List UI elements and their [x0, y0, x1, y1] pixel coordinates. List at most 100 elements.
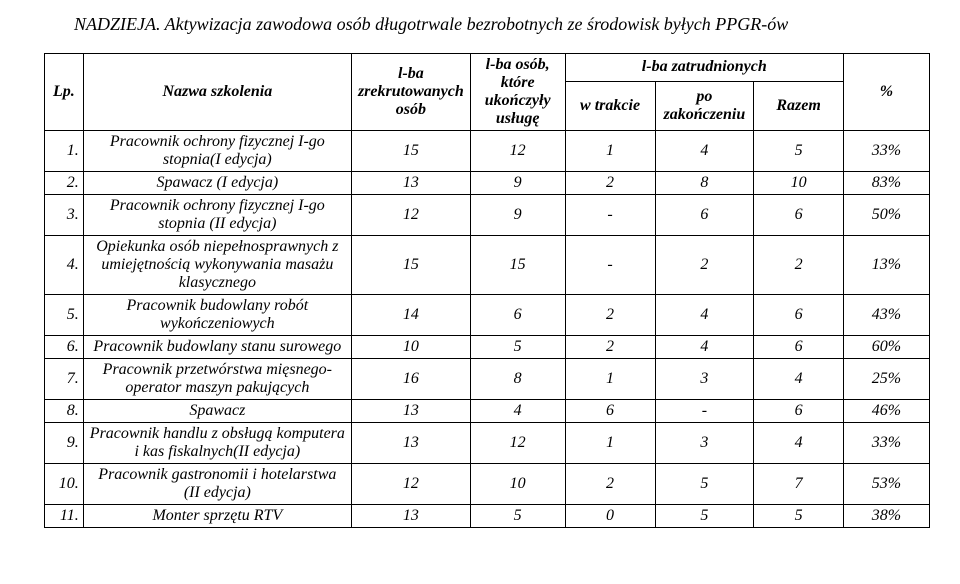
cell-percent: 83% — [843, 172, 929, 195]
cell-during: 1 — [565, 131, 655, 172]
cell-name: Pracownik ochrony fizycznej I-go stopnia… — [83, 195, 351, 236]
table-row: 4.Opiekunka osób niepełnosprawnych z umi… — [45, 236, 930, 295]
cell-lp: 4. — [45, 236, 84, 295]
cell-total: 6 — [754, 400, 844, 423]
cell-during: 2 — [565, 464, 655, 505]
training-table: Lp. Nazwa szkolenia l-ba zrekrutowanych … — [44, 53, 930, 528]
cell-percent: 25% — [843, 359, 929, 400]
cell-name: Pracownik przetwórstwa mięsnego- operato… — [83, 359, 351, 400]
cell-percent: 13% — [843, 236, 929, 295]
header-recruited: l-ba zrekrutowanych osób — [351, 54, 470, 131]
cell-name: Monter sprzętu RTV — [83, 505, 351, 528]
cell-percent: 46% — [843, 400, 929, 423]
cell-total: 4 — [754, 423, 844, 464]
cell-total: 7 — [754, 464, 844, 505]
cell-during: - — [565, 195, 655, 236]
cell-total: 6 — [754, 336, 844, 359]
cell-recruited: 13 — [351, 423, 470, 464]
cell-after: 3 — [655, 423, 754, 464]
cell-name: Opiekunka osób niepełnosprawnych z umiej… — [83, 236, 351, 295]
cell-completed: 5 — [470, 505, 565, 528]
cell-completed: 5 — [470, 336, 565, 359]
cell-percent: 33% — [843, 423, 929, 464]
cell-during: 2 — [565, 336, 655, 359]
table-row: 5.Pracownik budowlany robót wykończeniow… — [45, 295, 930, 336]
header-after: po zakończeniu — [655, 81, 754, 130]
cell-after: 5 — [655, 505, 754, 528]
cell-recruited: 16 — [351, 359, 470, 400]
header-percent: % — [843, 54, 929, 131]
cell-completed: 12 — [470, 131, 565, 172]
cell-recruited: 13 — [351, 505, 470, 528]
cell-recruited: 13 — [351, 400, 470, 423]
cell-during: 1 — [565, 359, 655, 400]
cell-completed: 12 — [470, 423, 565, 464]
cell-during: - — [565, 236, 655, 295]
cell-recruited: 15 — [351, 236, 470, 295]
cell-after: 8 — [655, 172, 754, 195]
table-row: 10.Pracownik gastronomii i hotelarstwa (… — [45, 464, 930, 505]
cell-total: 6 — [754, 295, 844, 336]
table-row: 2.Spawacz (I edycja)139281083% — [45, 172, 930, 195]
cell-recruited: 13 — [351, 172, 470, 195]
cell-percent: 33% — [843, 131, 929, 172]
cell-after: 5 — [655, 464, 754, 505]
cell-recruited: 15 — [351, 131, 470, 172]
cell-lp: 9. — [45, 423, 84, 464]
header-lp: Lp. — [45, 54, 84, 131]
cell-during: 2 — [565, 172, 655, 195]
cell-name: Pracownik budowlany robót wykończeniowyc… — [83, 295, 351, 336]
table-row: 1.Pracownik ochrony fizycznej I-go stopn… — [45, 131, 930, 172]
cell-name: Pracownik handlu z obsługą komputera i k… — [83, 423, 351, 464]
cell-lp: 7. — [45, 359, 84, 400]
cell-lp: 1. — [45, 131, 84, 172]
cell-lp: 2. — [45, 172, 84, 195]
header-total: Razem — [754, 81, 844, 130]
table-row: 7.Pracownik przetwórstwa mięsnego- opera… — [45, 359, 930, 400]
cell-after: - — [655, 400, 754, 423]
cell-name: Pracownik ochrony fizycznej I-go stopnia… — [83, 131, 351, 172]
cell-lp: 3. — [45, 195, 84, 236]
table-row: 3.Pracownik ochrony fizycznej I-go stopn… — [45, 195, 930, 236]
cell-name: Spawacz — [83, 400, 351, 423]
cell-during: 2 — [565, 295, 655, 336]
cell-percent: 60% — [843, 336, 929, 359]
cell-during: 0 — [565, 505, 655, 528]
cell-after: 4 — [655, 131, 754, 172]
cell-percent: 53% — [843, 464, 929, 505]
cell-total: 10 — [754, 172, 844, 195]
cell-after: 4 — [655, 295, 754, 336]
cell-completed: 9 — [470, 195, 565, 236]
cell-recruited: 10 — [351, 336, 470, 359]
header-during: w trakcie — [565, 81, 655, 130]
cell-completed: 15 — [470, 236, 565, 295]
cell-lp: 11. — [45, 505, 84, 528]
table-row: 9.Pracownik handlu z obsługą komputera i… — [45, 423, 930, 464]
cell-percent: 50% — [843, 195, 929, 236]
cell-after: 4 — [655, 336, 754, 359]
cell-percent: 38% — [843, 505, 929, 528]
table-row: 6.Pracownik budowlany stanu surowego1052… — [45, 336, 930, 359]
cell-after: 2 — [655, 236, 754, 295]
document-title: NADZIEJA. Aktywizacja zawodowa osób dług… — [74, 14, 930, 35]
cell-after: 3 — [655, 359, 754, 400]
cell-during: 1 — [565, 423, 655, 464]
table-row: 11.Monter sprzętu RTV13505538% — [45, 505, 930, 528]
cell-completed: 6 — [470, 295, 565, 336]
cell-lp: 8. — [45, 400, 84, 423]
cell-total: 2 — [754, 236, 844, 295]
cell-percent: 43% — [843, 295, 929, 336]
table-row: 8.Spawacz1346-646% — [45, 400, 930, 423]
cell-completed: 9 — [470, 172, 565, 195]
cell-total: 5 — [754, 505, 844, 528]
cell-completed: 8 — [470, 359, 565, 400]
cell-during: 6 — [565, 400, 655, 423]
header-name: Nazwa szkolenia — [83, 54, 351, 131]
header-employed-group: l-ba zatrudnionych — [565, 54, 843, 82]
cell-lp: 6. — [45, 336, 84, 359]
cell-recruited: 14 — [351, 295, 470, 336]
cell-completed: 4 — [470, 400, 565, 423]
header-completed: l-ba osób, które ukończyły usługę — [470, 54, 565, 131]
cell-total: 5 — [754, 131, 844, 172]
cell-recruited: 12 — [351, 195, 470, 236]
